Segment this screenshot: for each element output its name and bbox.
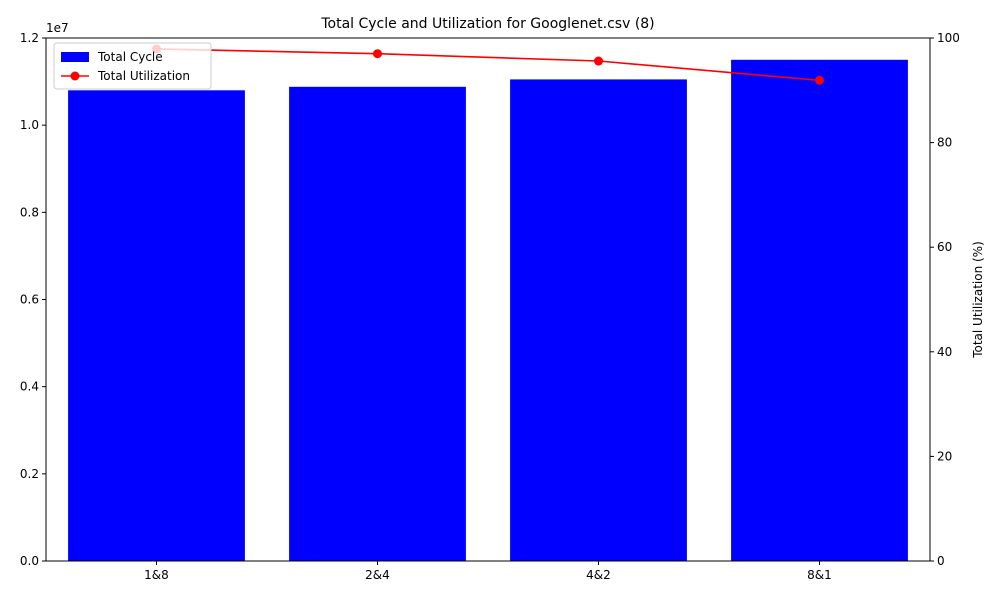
axes: 1&8 2&4 4&2 8&1 0.0 0.2 0.4 0.6 0.8 1.0 1.2 1e7 0 20 4… <box>20 21 985 582</box>
legend-swatch-marker <box>70 71 80 81</box>
y-right-tick-label: 80 <box>937 136 952 150</box>
y-left-tick-label: 0.0 <box>20 554 39 568</box>
y-right-tick-label: 100 <box>937 31 960 45</box>
x-tick-label: 2&4 <box>365 568 390 582</box>
utilization-point-4 <box>815 75 824 85</box>
legend: Total Cycle Total Utilization <box>53 42 212 90</box>
y-left-tick-label: 1.2 <box>20 31 39 45</box>
utilization-point-2 <box>373 49 382 59</box>
x-tick-label: 1&8 <box>144 568 169 582</box>
y-right-tick-label: 20 <box>937 449 952 463</box>
line-series <box>152 44 824 85</box>
y-left-tick-label: 0.6 <box>20 293 39 307</box>
y-right-axis-label: Total Utilization (%) <box>971 241 985 359</box>
y-left-offset-label: 1e7 <box>46 21 69 35</box>
utilization-line <box>156 48 820 82</box>
y-left-tick-label: 0.8 <box>20 205 39 219</box>
legend-box <box>53 42 212 90</box>
x-tick-label: 4&2 <box>586 568 611 582</box>
bar-4 <box>731 59 908 562</box>
y-left-tick-label: 1.0 <box>20 118 39 132</box>
legend-label-total-cycle: Total Cycle <box>97 50 163 64</box>
x-tick-label: 8&1 <box>807 568 832 582</box>
bar-1 <box>68 90 245 562</box>
y-right-tick-label: 0 <box>937 554 945 568</box>
bar-3 <box>510 79 687 561</box>
legend-swatch-total-cycle <box>61 52 89 62</box>
utilization-point-3 <box>594 56 603 66</box>
bar-series <box>68 59 908 562</box>
chart-title: Total Cycle and Utilization for Googlene… <box>320 16 654 32</box>
y-left-tick-label: 0.4 <box>20 380 39 394</box>
y-right-tick-label: 60 <box>937 240 952 254</box>
y-right-tick-label: 40 <box>937 345 952 359</box>
legend-label-total-utilization: Total Utilization <box>97 69 190 83</box>
bar-2 <box>289 86 466 562</box>
y-left-tick-label: 0.2 <box>20 467 39 481</box>
